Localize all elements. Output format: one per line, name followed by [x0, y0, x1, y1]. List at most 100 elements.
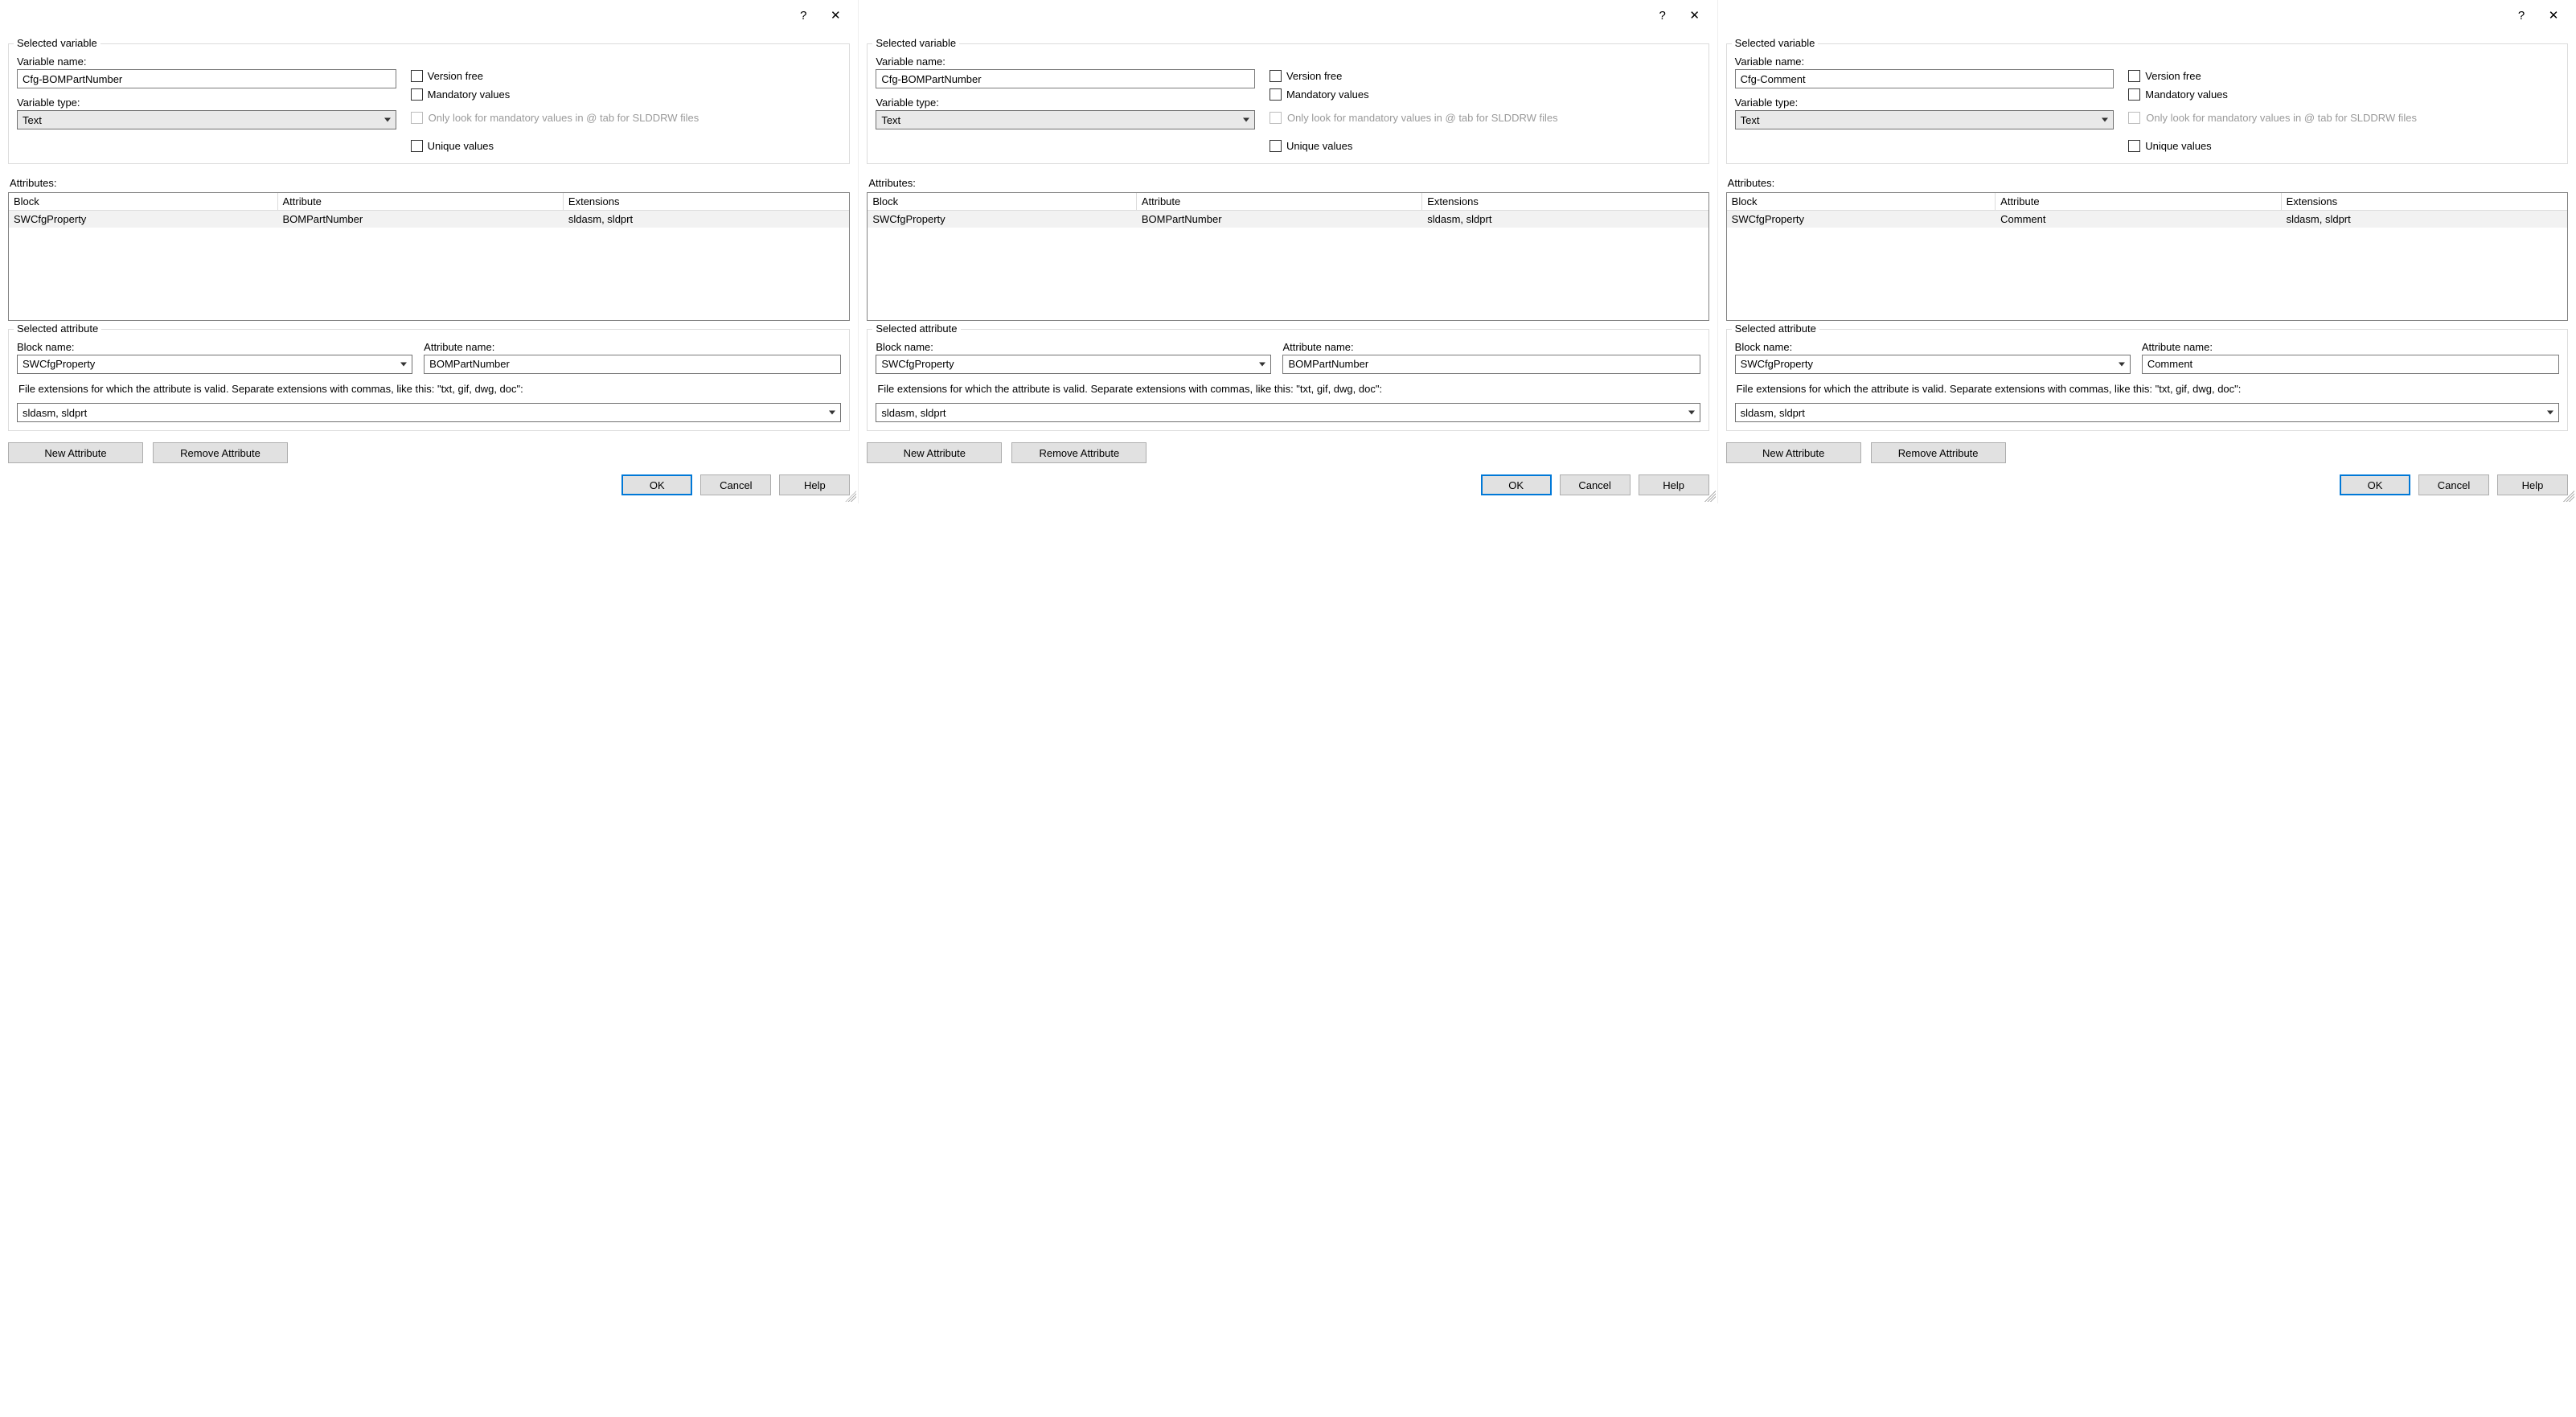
help-button[interactable]: Help: [1639, 474, 1709, 495]
new-attribute-button[interactable]: New Attribute: [1726, 442, 1861, 463]
mandatory-values-checkbox[interactable]: Mandatory values: [1270, 88, 1700, 101]
selected-variable-group: Selected variable Variable name: Variabl…: [8, 43, 850, 164]
variable-type-label: Variable type:: [1735, 97, 2115, 109]
help-button[interactable]: Help: [2497, 474, 2568, 495]
variable-name-label: Variable name:: [1735, 55, 2115, 68]
remove-attribute-button[interactable]: Remove Attribute: [1011, 442, 1146, 463]
file-extensions-select[interactable]: sldasm, sldprt: [876, 403, 1700, 422]
ok-button[interactable]: OK: [1481, 474, 1552, 495]
mandatory-values-checkbox[interactable]: Mandatory values: [2128, 88, 2559, 101]
attribute-name-input[interactable]: [2142, 355, 2559, 374]
mandatory-values-checkbox[interactable]: Mandatory values: [411, 88, 842, 101]
close-icon[interactable]: ✕: [2537, 3, 2570, 27]
checkbox-box: [2128, 88, 2140, 101]
block-name-label: Block name:: [1735, 341, 2131, 353]
help-icon[interactable]: ?: [787, 3, 819, 27]
table-cell: sldasm, sldprt: [564, 211, 849, 228]
table-header: Block Attribute Extensions: [1727, 193, 2567, 211]
attributes-table[interactable]: Block Attribute Extensions SWCfgProperty…: [867, 192, 1708, 321]
block-name-value: SWCfgProperty: [881, 358, 954, 370]
table-cell: sldasm, sldprt: [1422, 211, 1708, 228]
remove-attribute-button[interactable]: Remove Attribute: [153, 442, 288, 463]
cancel-button[interactable]: Cancel: [2418, 474, 2489, 495]
unique-values-checkbox[interactable]: Unique values: [2128, 140, 2559, 152]
version-free-checkbox[interactable]: Version free: [1270, 70, 1700, 82]
table-row[interactable]: SWCfgPropertyCommentsldasm, sldprt: [1727, 211, 2567, 228]
table-row[interactable]: SWCfgPropertyBOMPartNumbersldasm, sldprt: [868, 211, 1708, 228]
checkbox-box: [411, 140, 423, 152]
variable-type-select[interactable]: Text: [876, 110, 1255, 129]
help-icon[interactable]: ?: [2505, 3, 2537, 27]
attributes-table[interactable]: Block Attribute Extensions SWCfgProperty…: [8, 192, 850, 321]
table-header: Block Attribute Extensions: [9, 193, 849, 211]
cancel-button[interactable]: Cancel: [1560, 474, 1631, 495]
new-attribute-button[interactable]: New Attribute: [867, 442, 1002, 463]
table-body: SWCfgPropertyBOMPartNumbersldasm, sldprt: [9, 211, 849, 228]
help-button[interactable]: Help: [779, 474, 850, 495]
close-icon[interactable]: ✕: [819, 3, 851, 27]
resize-grip[interactable]: [2563, 491, 2574, 502]
attribute-name-input[interactable]: [1282, 355, 1700, 374]
variable-type-value: Text: [881, 114, 900, 126]
ok-button[interactable]: OK: [621, 474, 692, 495]
version-free-checkbox[interactable]: Version free: [411, 70, 842, 82]
help-icon[interactable]: ?: [1647, 3, 1679, 27]
attributes-label: Attributes:: [868, 177, 1708, 189]
cancel-button[interactable]: Cancel: [700, 474, 771, 495]
mandatory-hint-text: Only look for mandatory values in @ tab …: [1287, 111, 1700, 125]
checkbox-box: [2128, 112, 2140, 124]
extensions-hint: File extensions for which the attribute …: [877, 382, 1698, 397]
close-icon[interactable]: ✕: [1679, 3, 1711, 27]
variable-type-value: Text: [23, 114, 42, 126]
new-attribute-button[interactable]: New Attribute: [8, 442, 143, 463]
file-extensions-select[interactable]: sldasm, sldprt: [1735, 403, 2559, 422]
attributes-table[interactable]: Block Attribute Extensions SWCfgProperty…: [1726, 192, 2568, 321]
file-extensions-select[interactable]: sldasm, sldprt: [17, 403, 841, 422]
col-extensions-header[interactable]: Extensions: [564, 193, 849, 210]
block-name-select[interactable]: SWCfgProperty: [17, 355, 412, 374]
variable-type-select[interactable]: Text: [17, 110, 396, 129]
resize-grip[interactable]: [1704, 491, 1716, 502]
extensions-hint: File extensions for which the attribute …: [18, 382, 839, 397]
variable-name-input[interactable]: [17, 69, 396, 88]
col-attribute-header[interactable]: Attribute: [278, 193, 564, 210]
variable-name-input[interactable]: [876, 69, 1255, 88]
col-attribute-header[interactable]: Attribute: [1996, 193, 2281, 210]
selected-variable-legend: Selected variable: [14, 37, 100, 49]
remove-attribute-button[interactable]: Remove Attribute: [1871, 442, 2006, 463]
variable-type-select[interactable]: Text: [1735, 110, 2115, 129]
table-header: Block Attribute Extensions: [868, 193, 1708, 211]
col-extensions-header[interactable]: Extensions: [1422, 193, 1708, 210]
selected-variable-group: Selected variable Variable name: Variabl…: [867, 43, 1708, 164]
table-row[interactable]: SWCfgPropertyBOMPartNumbersldasm, sldprt: [9, 211, 849, 228]
selected-attribute-legend: Selected attribute: [872, 322, 960, 335]
col-block-header[interactable]: Block: [868, 193, 1137, 210]
mandatory-values-label: Mandatory values: [2145, 88, 2228, 101]
block-name-select[interactable]: SWCfgProperty: [1735, 355, 2131, 374]
ok-button[interactable]: OK: [2340, 474, 2410, 495]
attribute-name-input[interactable]: [424, 355, 841, 374]
resize-grip[interactable]: [845, 491, 856, 502]
edit-variable-dialog: ? ✕ Selected variable Variable name: Var…: [859, 0, 1717, 503]
selected-variable-legend: Selected variable: [872, 37, 959, 49]
mandatory-values-label: Mandatory values: [1286, 88, 1369, 101]
version-free-label: Version free: [1286, 70, 1342, 82]
block-name-select[interactable]: SWCfgProperty: [876, 355, 1271, 374]
titlebar: ? ✕: [1718, 0, 2576, 31]
table-cell: Comment: [1996, 211, 2281, 228]
variable-name-input[interactable]: [1735, 69, 2115, 88]
block-name-value: SWCfgProperty: [1741, 358, 1813, 370]
col-attribute-header[interactable]: Attribute: [1137, 193, 1422, 210]
edit-variable-dialog: ? ✕ Selected variable Variable name: Var…: [1718, 0, 2576, 503]
col-extensions-header[interactable]: Extensions: [2282, 193, 2567, 210]
unique-values-checkbox[interactable]: Unique values: [411, 140, 842, 152]
col-block-header[interactable]: Block: [1727, 193, 1996, 210]
mandatory-values-label: Mandatory values: [428, 88, 511, 101]
checkbox-box: [1270, 88, 1282, 101]
attribute-name-label: Attribute name:: [1282, 341, 1700, 353]
selected-variable-group: Selected variable Variable name: Variabl…: [1726, 43, 2568, 164]
unique-values-checkbox[interactable]: Unique values: [1270, 140, 1700, 152]
version-free-checkbox[interactable]: Version free: [2128, 70, 2559, 82]
checkbox-box: [411, 112, 423, 124]
col-block-header[interactable]: Block: [9, 193, 278, 210]
